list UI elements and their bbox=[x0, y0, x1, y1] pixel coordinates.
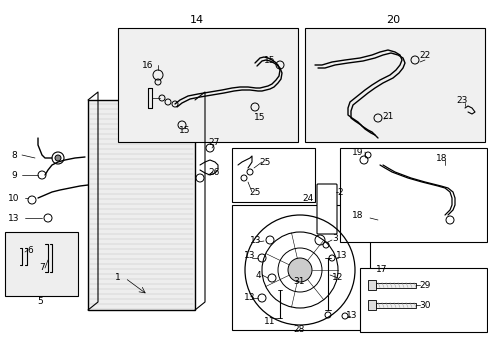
Text: 12: 12 bbox=[332, 274, 343, 283]
FancyBboxPatch shape bbox=[316, 184, 336, 234]
Text: 9: 9 bbox=[11, 171, 17, 180]
Text: 13: 13 bbox=[346, 311, 357, 320]
Text: 20: 20 bbox=[385, 15, 399, 25]
Bar bbox=[375, 283, 415, 288]
Text: 13: 13 bbox=[250, 235, 261, 244]
Text: 18: 18 bbox=[351, 211, 363, 220]
Text: 3: 3 bbox=[331, 234, 337, 243]
Bar bbox=[375, 302, 415, 307]
Text: 15: 15 bbox=[264, 55, 275, 64]
Bar bbox=[305, 28, 484, 142]
Bar bbox=[339, 148, 486, 242]
Bar bbox=[359, 268, 486, 332]
Text: 21: 21 bbox=[382, 112, 393, 121]
Bar bbox=[88, 100, 195, 310]
Text: 16: 16 bbox=[142, 60, 153, 69]
Text: 15: 15 bbox=[254, 113, 265, 122]
Circle shape bbox=[55, 155, 61, 161]
Text: 27: 27 bbox=[208, 138, 219, 147]
Text: 25: 25 bbox=[259, 158, 270, 166]
Text: 25: 25 bbox=[249, 188, 260, 197]
Text: 2: 2 bbox=[337, 188, 342, 197]
Bar bbox=[231, 205, 369, 330]
Circle shape bbox=[287, 258, 311, 282]
Text: 24: 24 bbox=[302, 194, 313, 202]
Text: 29: 29 bbox=[418, 280, 430, 289]
Bar bbox=[5, 232, 78, 296]
Text: 22: 22 bbox=[419, 50, 430, 59]
Text: 28: 28 bbox=[293, 325, 304, 334]
Text: 15: 15 bbox=[179, 126, 190, 135]
Text: 23: 23 bbox=[455, 95, 467, 104]
Text: 13: 13 bbox=[244, 251, 255, 260]
Text: 4: 4 bbox=[255, 270, 260, 279]
Text: 5: 5 bbox=[37, 297, 43, 306]
Text: 30: 30 bbox=[418, 301, 430, 310]
Text: 18: 18 bbox=[435, 153, 447, 162]
Text: 1: 1 bbox=[115, 274, 121, 283]
Text: 19: 19 bbox=[351, 148, 363, 157]
Text: 10: 10 bbox=[8, 194, 20, 202]
Text: 8: 8 bbox=[11, 150, 17, 159]
Text: 26: 26 bbox=[208, 167, 219, 176]
Bar bbox=[367, 300, 375, 310]
Text: 13: 13 bbox=[244, 293, 255, 302]
Text: 11: 11 bbox=[264, 318, 275, 327]
Text: 31: 31 bbox=[293, 278, 304, 287]
Bar bbox=[367, 280, 375, 290]
Text: 13: 13 bbox=[8, 213, 20, 222]
Text: 17: 17 bbox=[375, 266, 387, 274]
Text: 6: 6 bbox=[27, 246, 33, 255]
Bar bbox=[118, 28, 297, 142]
Text: 7: 7 bbox=[39, 264, 45, 273]
Text: 14: 14 bbox=[189, 15, 203, 25]
Bar bbox=[231, 148, 314, 202]
Text: 13: 13 bbox=[336, 251, 347, 260]
